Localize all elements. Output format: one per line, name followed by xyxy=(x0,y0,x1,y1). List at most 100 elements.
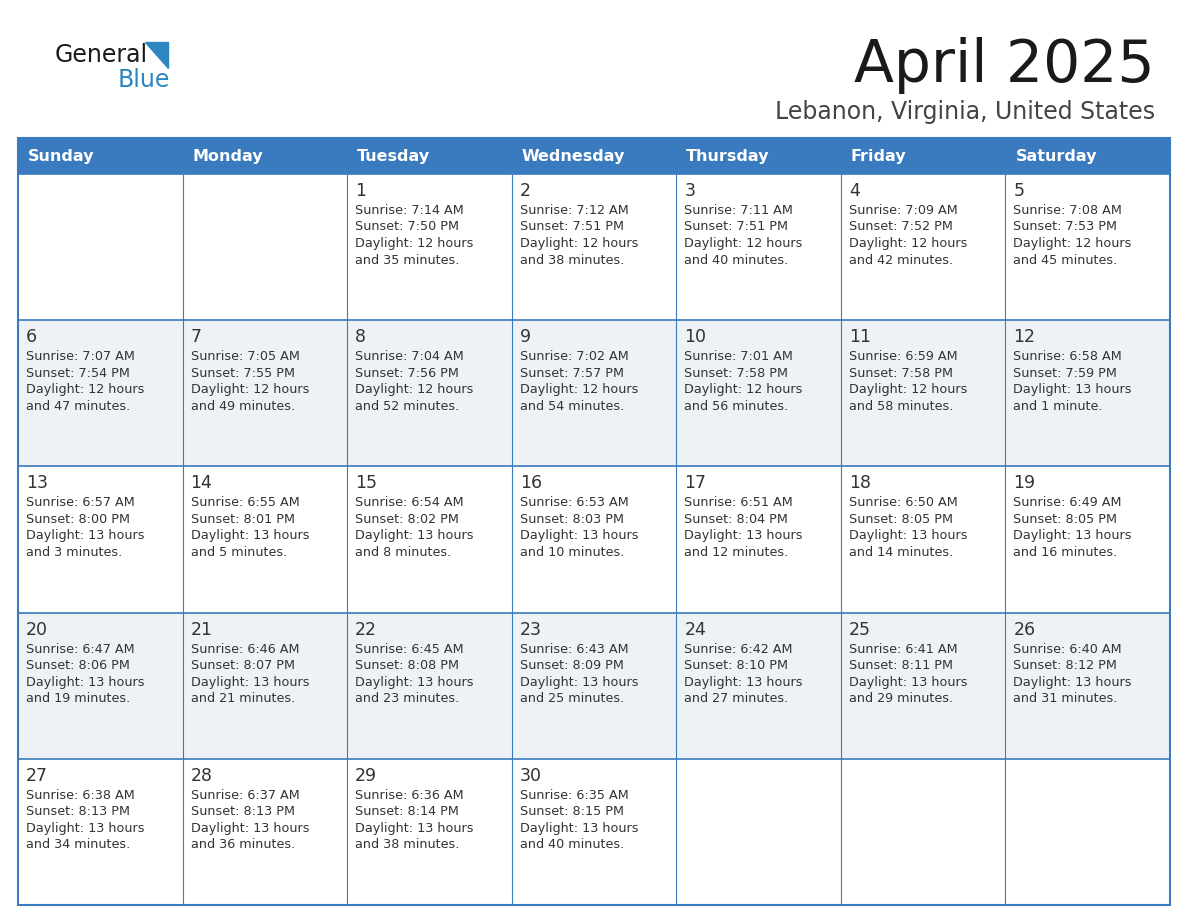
Text: and 8 minutes.: and 8 minutes. xyxy=(355,546,451,559)
Text: and 56 minutes.: and 56 minutes. xyxy=(684,399,789,413)
Text: and 29 minutes.: and 29 minutes. xyxy=(849,692,953,705)
Text: and 21 minutes.: and 21 minutes. xyxy=(190,692,295,705)
Text: Daylight: 12 hours: Daylight: 12 hours xyxy=(355,383,474,397)
Text: and 52 minutes.: and 52 minutes. xyxy=(355,399,460,413)
Text: 27: 27 xyxy=(26,767,48,785)
Text: Blue: Blue xyxy=(118,68,170,92)
Text: Sunset: 8:04 PM: Sunset: 8:04 PM xyxy=(684,513,788,526)
Text: Sunrise: 6:37 AM: Sunrise: 6:37 AM xyxy=(190,789,299,801)
Text: and 3 minutes.: and 3 minutes. xyxy=(26,546,122,559)
Text: Daylight: 13 hours: Daylight: 13 hours xyxy=(849,676,967,688)
Text: Sunset: 7:50 PM: Sunset: 7:50 PM xyxy=(355,220,459,233)
Text: Daylight: 13 hours: Daylight: 13 hours xyxy=(26,530,145,543)
Text: Sunrise: 7:09 AM: Sunrise: 7:09 AM xyxy=(849,204,958,217)
Text: Sunrise: 6:43 AM: Sunrise: 6:43 AM xyxy=(519,643,628,655)
Text: Sunset: 7:54 PM: Sunset: 7:54 PM xyxy=(26,366,129,380)
Text: 12: 12 xyxy=(1013,329,1036,346)
Text: and 49 minutes.: and 49 minutes. xyxy=(190,399,295,413)
Text: Sunset: 8:13 PM: Sunset: 8:13 PM xyxy=(26,805,129,818)
Text: Daylight: 12 hours: Daylight: 12 hours xyxy=(1013,237,1132,250)
Text: 4: 4 xyxy=(849,182,860,200)
Text: Sunrise: 6:55 AM: Sunrise: 6:55 AM xyxy=(190,497,299,509)
Text: Lebanon, Virginia, United States: Lebanon, Virginia, United States xyxy=(775,100,1155,124)
Text: Daylight: 13 hours: Daylight: 13 hours xyxy=(519,530,638,543)
Text: 17: 17 xyxy=(684,475,707,492)
Text: and 27 minutes.: and 27 minutes. xyxy=(684,692,789,705)
Text: Daylight: 12 hours: Daylight: 12 hours xyxy=(190,383,309,397)
Bar xyxy=(18,138,1170,174)
Text: and 14 minutes.: and 14 minutes. xyxy=(849,546,953,559)
Text: and 54 minutes.: and 54 minutes. xyxy=(519,399,624,413)
Text: and 25 minutes.: and 25 minutes. xyxy=(519,692,624,705)
Text: Sunset: 7:58 PM: Sunset: 7:58 PM xyxy=(684,366,789,380)
Text: Sunday: Sunday xyxy=(29,149,95,163)
Text: 19: 19 xyxy=(1013,475,1036,492)
Text: Daylight: 13 hours: Daylight: 13 hours xyxy=(26,676,145,688)
Text: and 1 minute.: and 1 minute. xyxy=(1013,399,1102,413)
Text: 8: 8 xyxy=(355,329,366,346)
Bar xyxy=(18,174,1170,320)
Bar xyxy=(18,320,1170,466)
Text: Sunset: 7:59 PM: Sunset: 7:59 PM xyxy=(1013,366,1117,380)
Text: Sunset: 7:57 PM: Sunset: 7:57 PM xyxy=(519,366,624,380)
Text: Daylight: 12 hours: Daylight: 12 hours xyxy=(849,383,967,397)
Bar xyxy=(18,138,1170,905)
Text: Daylight: 12 hours: Daylight: 12 hours xyxy=(26,383,145,397)
Text: 10: 10 xyxy=(684,329,707,346)
Text: 3: 3 xyxy=(684,182,695,200)
Text: Sunset: 8:12 PM: Sunset: 8:12 PM xyxy=(1013,659,1117,672)
Text: 23: 23 xyxy=(519,621,542,639)
Text: Daylight: 13 hours: Daylight: 13 hours xyxy=(849,530,967,543)
Text: and 38 minutes.: and 38 minutes. xyxy=(355,838,460,851)
Text: 5: 5 xyxy=(1013,182,1024,200)
Text: and 34 minutes.: and 34 minutes. xyxy=(26,838,131,851)
Text: Sunset: 7:53 PM: Sunset: 7:53 PM xyxy=(1013,220,1118,233)
Text: Daylight: 13 hours: Daylight: 13 hours xyxy=(26,822,145,834)
Bar xyxy=(18,612,1170,759)
Text: Thursday: Thursday xyxy=(687,149,770,163)
Text: Saturday: Saturday xyxy=(1016,149,1097,163)
Polygon shape xyxy=(145,42,168,68)
Text: Daylight: 13 hours: Daylight: 13 hours xyxy=(355,530,474,543)
Text: 9: 9 xyxy=(519,329,531,346)
Text: Sunset: 7:52 PM: Sunset: 7:52 PM xyxy=(849,220,953,233)
Text: Daylight: 13 hours: Daylight: 13 hours xyxy=(519,822,638,834)
Text: Sunset: 8:13 PM: Sunset: 8:13 PM xyxy=(190,805,295,818)
Text: 25: 25 xyxy=(849,621,871,639)
Text: 16: 16 xyxy=(519,475,542,492)
Text: Sunset: 7:51 PM: Sunset: 7:51 PM xyxy=(519,220,624,233)
Text: Sunrise: 6:40 AM: Sunrise: 6:40 AM xyxy=(1013,643,1121,655)
Text: Sunset: 8:02 PM: Sunset: 8:02 PM xyxy=(355,513,459,526)
Text: Daylight: 13 hours: Daylight: 13 hours xyxy=(190,676,309,688)
Text: Sunrise: 7:02 AM: Sunrise: 7:02 AM xyxy=(519,350,628,364)
Text: Sunset: 8:08 PM: Sunset: 8:08 PM xyxy=(355,659,459,672)
Text: Sunset: 7:58 PM: Sunset: 7:58 PM xyxy=(849,366,953,380)
Text: Sunset: 8:15 PM: Sunset: 8:15 PM xyxy=(519,805,624,818)
Text: Sunrise: 6:51 AM: Sunrise: 6:51 AM xyxy=(684,497,794,509)
Text: Sunrise: 7:05 AM: Sunrise: 7:05 AM xyxy=(190,350,299,364)
Text: and 35 minutes.: and 35 minutes. xyxy=(355,253,460,266)
Text: April 2025: April 2025 xyxy=(854,37,1155,94)
Text: Wednesday: Wednesday xyxy=(522,149,625,163)
Text: 15: 15 xyxy=(355,475,377,492)
Text: Tuesday: Tuesday xyxy=(358,149,430,163)
Text: Daylight: 13 hours: Daylight: 13 hours xyxy=(684,530,803,543)
Text: Sunset: 8:00 PM: Sunset: 8:00 PM xyxy=(26,513,129,526)
Text: 26: 26 xyxy=(1013,621,1036,639)
Text: Sunset: 8:11 PM: Sunset: 8:11 PM xyxy=(849,659,953,672)
Text: Sunset: 7:51 PM: Sunset: 7:51 PM xyxy=(684,220,789,233)
Text: Daylight: 13 hours: Daylight: 13 hours xyxy=(684,676,803,688)
Text: Sunrise: 7:04 AM: Sunrise: 7:04 AM xyxy=(355,350,463,364)
Text: Sunrise: 7:12 AM: Sunrise: 7:12 AM xyxy=(519,204,628,217)
Text: Monday: Monday xyxy=(192,149,264,163)
Text: 11: 11 xyxy=(849,329,871,346)
Text: Sunset: 8:07 PM: Sunset: 8:07 PM xyxy=(190,659,295,672)
Text: 14: 14 xyxy=(190,475,213,492)
Text: Sunrise: 7:08 AM: Sunrise: 7:08 AM xyxy=(1013,204,1123,217)
Text: Daylight: 13 hours: Daylight: 13 hours xyxy=(190,530,309,543)
Text: and 23 minutes.: and 23 minutes. xyxy=(355,692,460,705)
Text: and 38 minutes.: and 38 minutes. xyxy=(519,253,624,266)
Text: Sunset: 8:06 PM: Sunset: 8:06 PM xyxy=(26,659,129,672)
Text: and 36 minutes.: and 36 minutes. xyxy=(190,838,295,851)
Text: Sunrise: 6:38 AM: Sunrise: 6:38 AM xyxy=(26,789,134,801)
